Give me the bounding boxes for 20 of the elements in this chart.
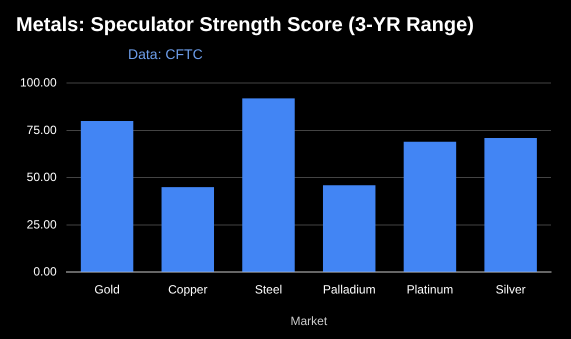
chart-subtitle: Data: CFTC <box>128 46 203 62</box>
y-tick-label: 0.00 <box>33 264 58 279</box>
x-tick-label: Steel <box>254 282 282 297</box>
bar <box>80 121 134 272</box>
bar <box>484 138 537 272</box>
x-tick-label: Palladium <box>322 282 376 297</box>
x-tick-label: Platinum <box>406 282 454 297</box>
x-tick-label: Silver <box>496 282 526 297</box>
x-tick-label: Gold <box>94 282 120 297</box>
y-tick-label: 50.00 <box>26 170 58 184</box>
bar <box>322 185 376 272</box>
x-axis-title: Market <box>290 314 328 328</box>
y-tick-label: 75.00 <box>26 122 58 137</box>
bar <box>404 142 456 272</box>
x-tick-label: Copper <box>168 282 208 297</box>
y-tick-label: 100.00 <box>20 76 58 90</box>
bar <box>162 187 214 272</box>
chart-title: Metals: Speculator Strength Score (3-YR Range) <box>16 14 474 37</box>
bar <box>242 98 295 272</box>
y-tick-label: 25.00 <box>26 217 58 232</box>
